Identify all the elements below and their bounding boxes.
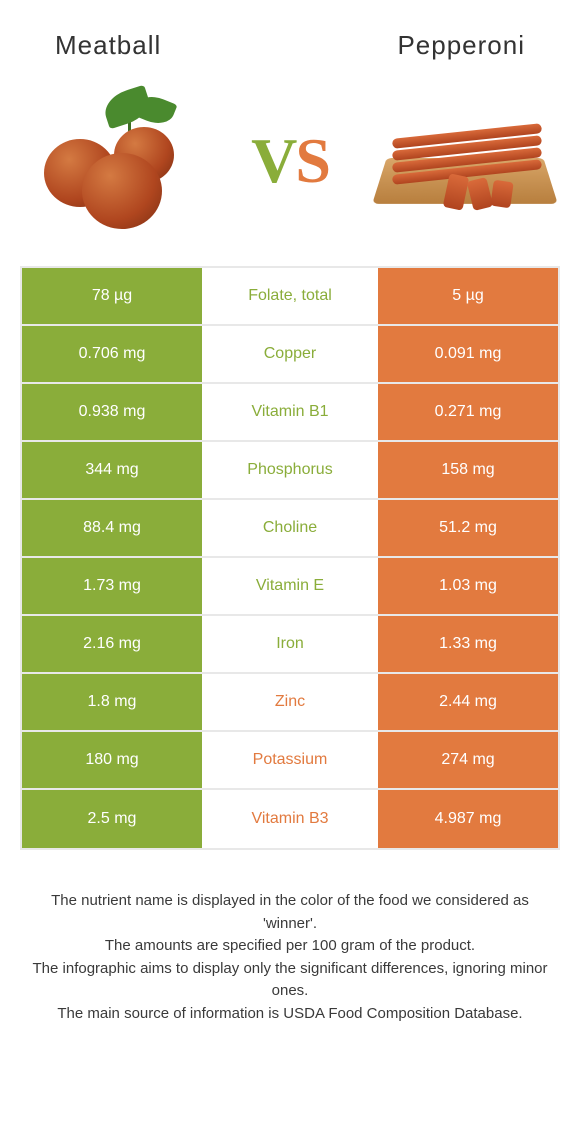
value-right: 0.271 mg (378, 384, 558, 440)
vs-badge: VS (251, 124, 329, 198)
footer-line: The nutrient name is displayed in the co… (28, 890, 552, 935)
pepperoni-image (380, 86, 550, 236)
footer-line: The infographic aims to display only the… (28, 958, 552, 1003)
nutrient-label: Vitamin B1 (202, 384, 378, 440)
value-left: 344 mg (22, 442, 202, 498)
value-right: 1.03 mg (378, 558, 558, 614)
value-right: 51.2 mg (378, 500, 558, 556)
table-row: 2.16 mgIron1.33 mg (22, 616, 558, 674)
value-left: 88.4 mg (22, 500, 202, 556)
table-row: 1.73 mgVitamin E1.03 mg (22, 558, 558, 616)
value-left: 0.938 mg (22, 384, 202, 440)
footer-line: The main source of information is USDA F… (28, 1003, 552, 1026)
value-left: 0.706 mg (22, 326, 202, 382)
value-right: 2.44 mg (378, 674, 558, 730)
nutrient-label: Phosphorus (202, 442, 378, 498)
vs-v: V (251, 125, 295, 196)
value-left: 180 mg (22, 732, 202, 788)
nutrient-label: Choline (202, 500, 378, 556)
table-row: 0.706 mgCopper0.091 mg (22, 326, 558, 384)
value-left: 1.73 mg (22, 558, 202, 614)
table-row: 88.4 mgCholine51.2 mg (22, 500, 558, 558)
table-row: 1.8 mgZinc2.44 mg (22, 674, 558, 732)
nutrient-label: Zinc (202, 674, 378, 730)
value-right: 274 mg (378, 732, 558, 788)
meatball-image (30, 86, 200, 236)
header: Meatball Pepperoni (0, 0, 580, 71)
nutrient-label: Iron (202, 616, 378, 672)
nutrient-label: Vitamin B3 (202, 790, 378, 848)
value-right: 0.091 mg (378, 326, 558, 382)
value-right: 4.987 mg (378, 790, 558, 848)
nutrient-label: Vitamin E (202, 558, 378, 614)
vs-s: S (295, 125, 329, 196)
value-left: 2.16 mg (22, 616, 202, 672)
nutrient-label: Folate, total (202, 268, 378, 324)
nutrient-label: Copper (202, 326, 378, 382)
footer-line: The amounts are specified per 100 gram o… (28, 935, 552, 958)
images-row: VS (0, 71, 580, 256)
value-left: 2.5 mg (22, 790, 202, 848)
value-right: 1.33 mg (378, 616, 558, 672)
nutrient-label: Potassium (202, 732, 378, 788)
table-row: 2.5 mgVitamin B34.987 mg (22, 790, 558, 848)
title-right: Pepperoni (397, 30, 525, 61)
table-row: 78 µgFolate, total5 µg (22, 268, 558, 326)
value-left: 78 µg (22, 268, 202, 324)
value-right: 5 µg (378, 268, 558, 324)
footer-notes: The nutrient name is displayed in the co… (0, 850, 580, 1025)
value-left: 1.8 mg (22, 674, 202, 730)
title-left: Meatball (55, 30, 161, 61)
value-right: 158 mg (378, 442, 558, 498)
table-row: 344 mgPhosphorus158 mg (22, 442, 558, 500)
comparison-table: 78 µgFolate, total5 µg0.706 mgCopper0.09… (20, 266, 560, 850)
table-row: 180 mgPotassium274 mg (22, 732, 558, 790)
table-row: 0.938 mgVitamin B10.271 mg (22, 384, 558, 442)
